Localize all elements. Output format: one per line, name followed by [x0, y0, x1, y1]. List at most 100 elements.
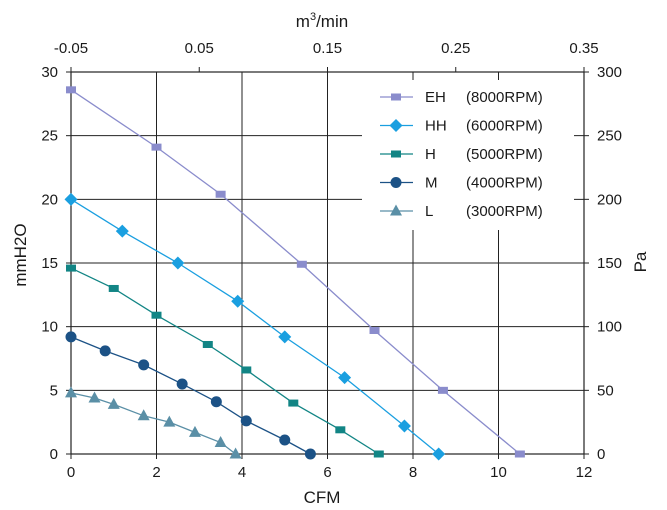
data-point: [176, 378, 188, 390]
series-line: [70, 267, 380, 455]
y-axis-title: mmH2O: [11, 223, 30, 286]
right-tick-label: 300: [597, 64, 622, 81]
data-point: [108, 284, 119, 292]
x-tick-label: 6: [323, 464, 331, 481]
data-point: [335, 426, 346, 434]
x-tick-label: 0: [67, 464, 75, 481]
y-tick-label: 30: [41, 64, 58, 81]
data-point: [214, 436, 227, 448]
x-tick-label: 12: [576, 464, 593, 481]
data-point: [99, 345, 111, 357]
right-axis-title: Pa: [631, 251, 650, 272]
right-tick-label: 50: [597, 382, 614, 399]
legend-rpm: (5000RPM): [466, 146, 543, 163]
data-point: [115, 224, 129, 238]
legend-rpm: (6000RPM): [466, 118, 543, 135]
series-line: [70, 336, 311, 455]
data-point: [107, 397, 120, 409]
top-tick-label: 0.05: [185, 40, 214, 57]
top-axis-title-rest: /min: [316, 12, 348, 31]
data-point: [390, 204, 402, 216]
series-group: [64, 86, 525, 461]
legend-entry-h: H (5000RPM): [380, 146, 543, 163]
y-tick-label: 5: [50, 382, 58, 399]
legend-entry-l: L (3000RPM): [380, 203, 543, 220]
x-axis-title: CFM: [304, 488, 341, 507]
plot-frame: [66, 67, 589, 459]
legend-label: EH: [425, 89, 446, 106]
data-point: [151, 143, 162, 151]
legend-rpm: (4000RPM): [466, 175, 543, 192]
series-h: [66, 264, 384, 458]
legend-label: HH: [425, 118, 447, 135]
right-tick-label: 200: [597, 191, 622, 208]
data-point: [229, 447, 242, 459]
y-tick-label: 0: [50, 446, 58, 463]
legend-entry-m: M (4000RPM): [380, 175, 543, 192]
data-point: [278, 330, 292, 344]
data-point: [373, 450, 384, 458]
top-tick-label: 0.35: [569, 40, 598, 57]
data-point: [151, 311, 162, 319]
right-tick-label: 100: [597, 319, 622, 336]
y-tick-label: 15: [41, 255, 58, 272]
data-point: [514, 450, 525, 458]
top-tick-label: 0.15: [313, 40, 342, 57]
data-point: [215, 190, 226, 198]
x-tick-label: 4: [238, 464, 246, 481]
top-axis-title-base: m: [296, 12, 310, 31]
y-tick-label: 10: [41, 319, 58, 336]
data-point: [66, 264, 76, 272]
data-point: [338, 371, 352, 385]
y-tick-label: 20: [41, 191, 58, 208]
data-point: [65, 331, 77, 343]
data-point: [391, 150, 401, 158]
data-point: [241, 366, 252, 374]
data-point: [296, 260, 307, 268]
data-point: [138, 359, 150, 371]
data-point: [288, 399, 299, 407]
data-point: [437, 386, 448, 394]
x-tick-label: 10: [490, 464, 507, 481]
top-axis-title: m3/min: [296, 11, 348, 31]
legend-entry-eh: EH (8000RPM): [380, 89, 543, 106]
y-tick-label: 25: [41, 128, 58, 145]
data-point: [163, 415, 176, 427]
data-point: [210, 396, 222, 408]
legend-rpm: (3000RPM): [466, 203, 543, 220]
series-l: [65, 386, 242, 459]
top-tick-label: 0.25: [441, 40, 470, 57]
legend-label: L: [425, 203, 433, 220]
data-point: [188, 425, 201, 437]
top-axis-title-sup: 3: [310, 11, 316, 23]
data-point: [279, 434, 291, 446]
data-point: [171, 256, 185, 270]
data-point: [137, 409, 150, 421]
legend: EH (8000RPM) HH (6000RPM) H (5000RPM) M (4000RP…: [362, 80, 574, 230]
data-point: [390, 177, 402, 188]
x-tick-label: 8: [409, 464, 417, 481]
right-tick-label: 250: [597, 128, 622, 145]
data-point: [397, 419, 411, 433]
legend-label: H: [425, 146, 436, 163]
data-point: [64, 192, 78, 206]
data-point: [88, 391, 101, 403]
series-eh: [66, 86, 525, 458]
data-point: [391, 93, 401, 101]
x-tick-label: 2: [152, 464, 160, 481]
data-point: [389, 119, 403, 132]
data-point: [202, 340, 213, 348]
right-tick-label: 150: [597, 255, 622, 272]
series-line: [70, 198, 440, 455]
legend-label: M: [425, 175, 438, 192]
data-point: [432, 447, 446, 461]
legend-entry-hh: HH (6000RPM): [380, 118, 543, 135]
series-hh: [64, 192, 446, 461]
data-point: [240, 415, 252, 427]
series-m: [65, 331, 316, 460]
data-point: [65, 386, 77, 398]
data-point: [369, 326, 380, 334]
tick-labels: 0 2 4 6 8 10 12051015202530050100150200250300-…: [41, 40, 622, 481]
data-point: [66, 86, 76, 94]
data-point: [231, 294, 245, 308]
